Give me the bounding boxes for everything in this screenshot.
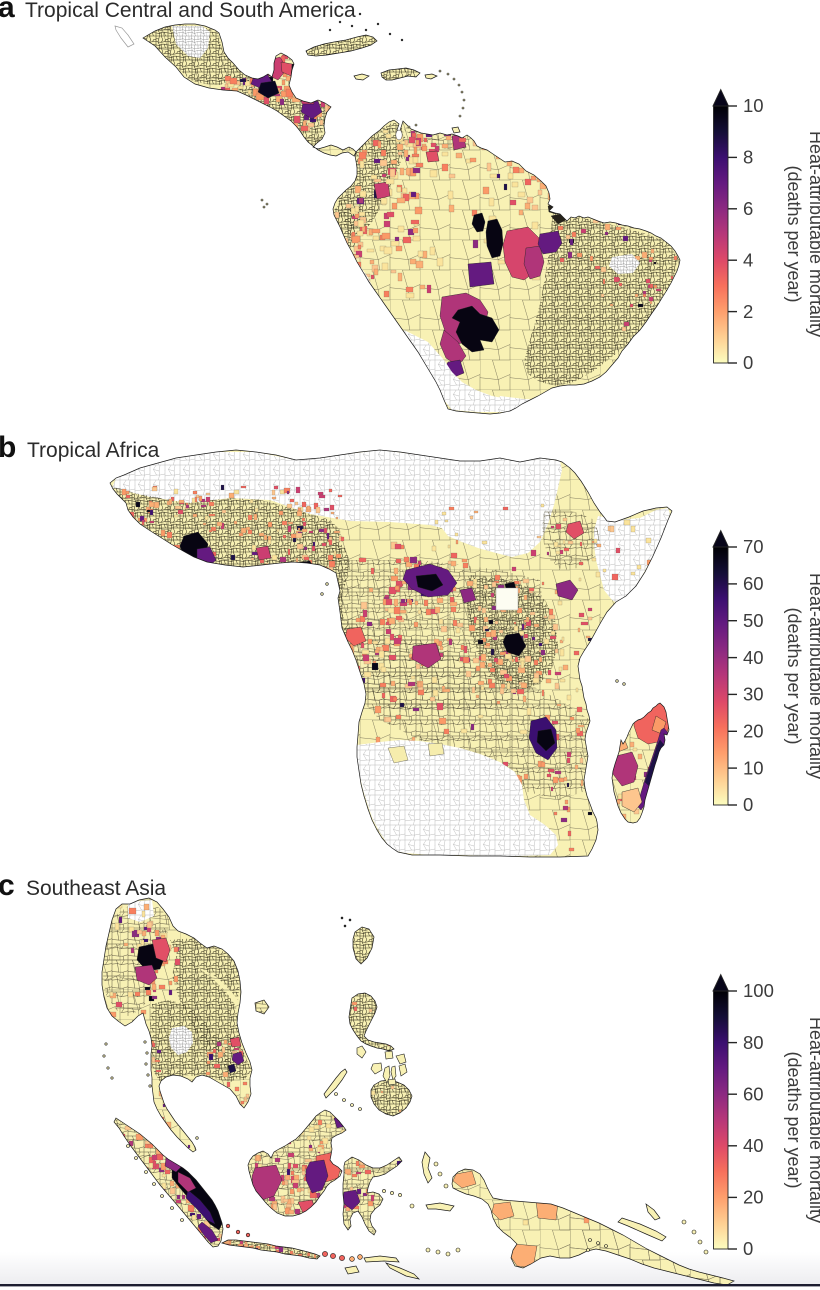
svg-text:100: 100 [743, 980, 774, 1001]
svg-text:(deaths per year): (deaths per year) [784, 1051, 804, 1188]
svg-text:(deaths per year): (deaths per year) [784, 165, 804, 302]
svg-text:60: 60 [743, 1083, 764, 1104]
svg-text:Tropical Central and South Ame: Tropical Central and South America [25, 0, 356, 22]
svg-text:Southeast Asia: Southeast Asia [26, 877, 166, 900]
svg-text:(deaths per year): (deaths per year) [784, 607, 804, 744]
svg-text:20: 20 [743, 721, 764, 742]
svg-text:c: c [0, 869, 15, 902]
svg-text:4: 4 [743, 249, 753, 270]
svg-text:60: 60 [743, 573, 764, 594]
svg-text:0: 0 [743, 352, 753, 373]
svg-text:6: 6 [743, 198, 753, 219]
svg-text:Heat-attributable mortality: Heat-attributable mortality [806, 131, 820, 337]
svg-text:2: 2 [743, 301, 753, 322]
svg-text:20: 20 [743, 1187, 764, 1208]
svg-text:8: 8 [743, 147, 753, 168]
svg-text:80: 80 [743, 1032, 764, 1053]
svg-text:40: 40 [743, 1135, 764, 1156]
svg-text:40: 40 [743, 647, 764, 668]
svg-text:70: 70 [743, 536, 764, 557]
svg-text:0: 0 [743, 794, 753, 815]
svg-text:b: b [0, 431, 16, 464]
svg-text:Heat-attributable mortality: Heat-attributable mortality [806, 573, 820, 779]
svg-text:30: 30 [743, 684, 764, 705]
svg-text:a: a [0, 0, 15, 24]
svg-text:0: 0 [743, 1238, 753, 1259]
svg-text:Tropical Africa: Tropical Africa [27, 439, 160, 462]
svg-text:10: 10 [743, 757, 764, 778]
svg-text:50: 50 [743, 610, 764, 631]
svg-text:10: 10 [743, 95, 764, 116]
svg-text:Heat-attributable mortality: Heat-attributable mortality [806, 1017, 820, 1223]
